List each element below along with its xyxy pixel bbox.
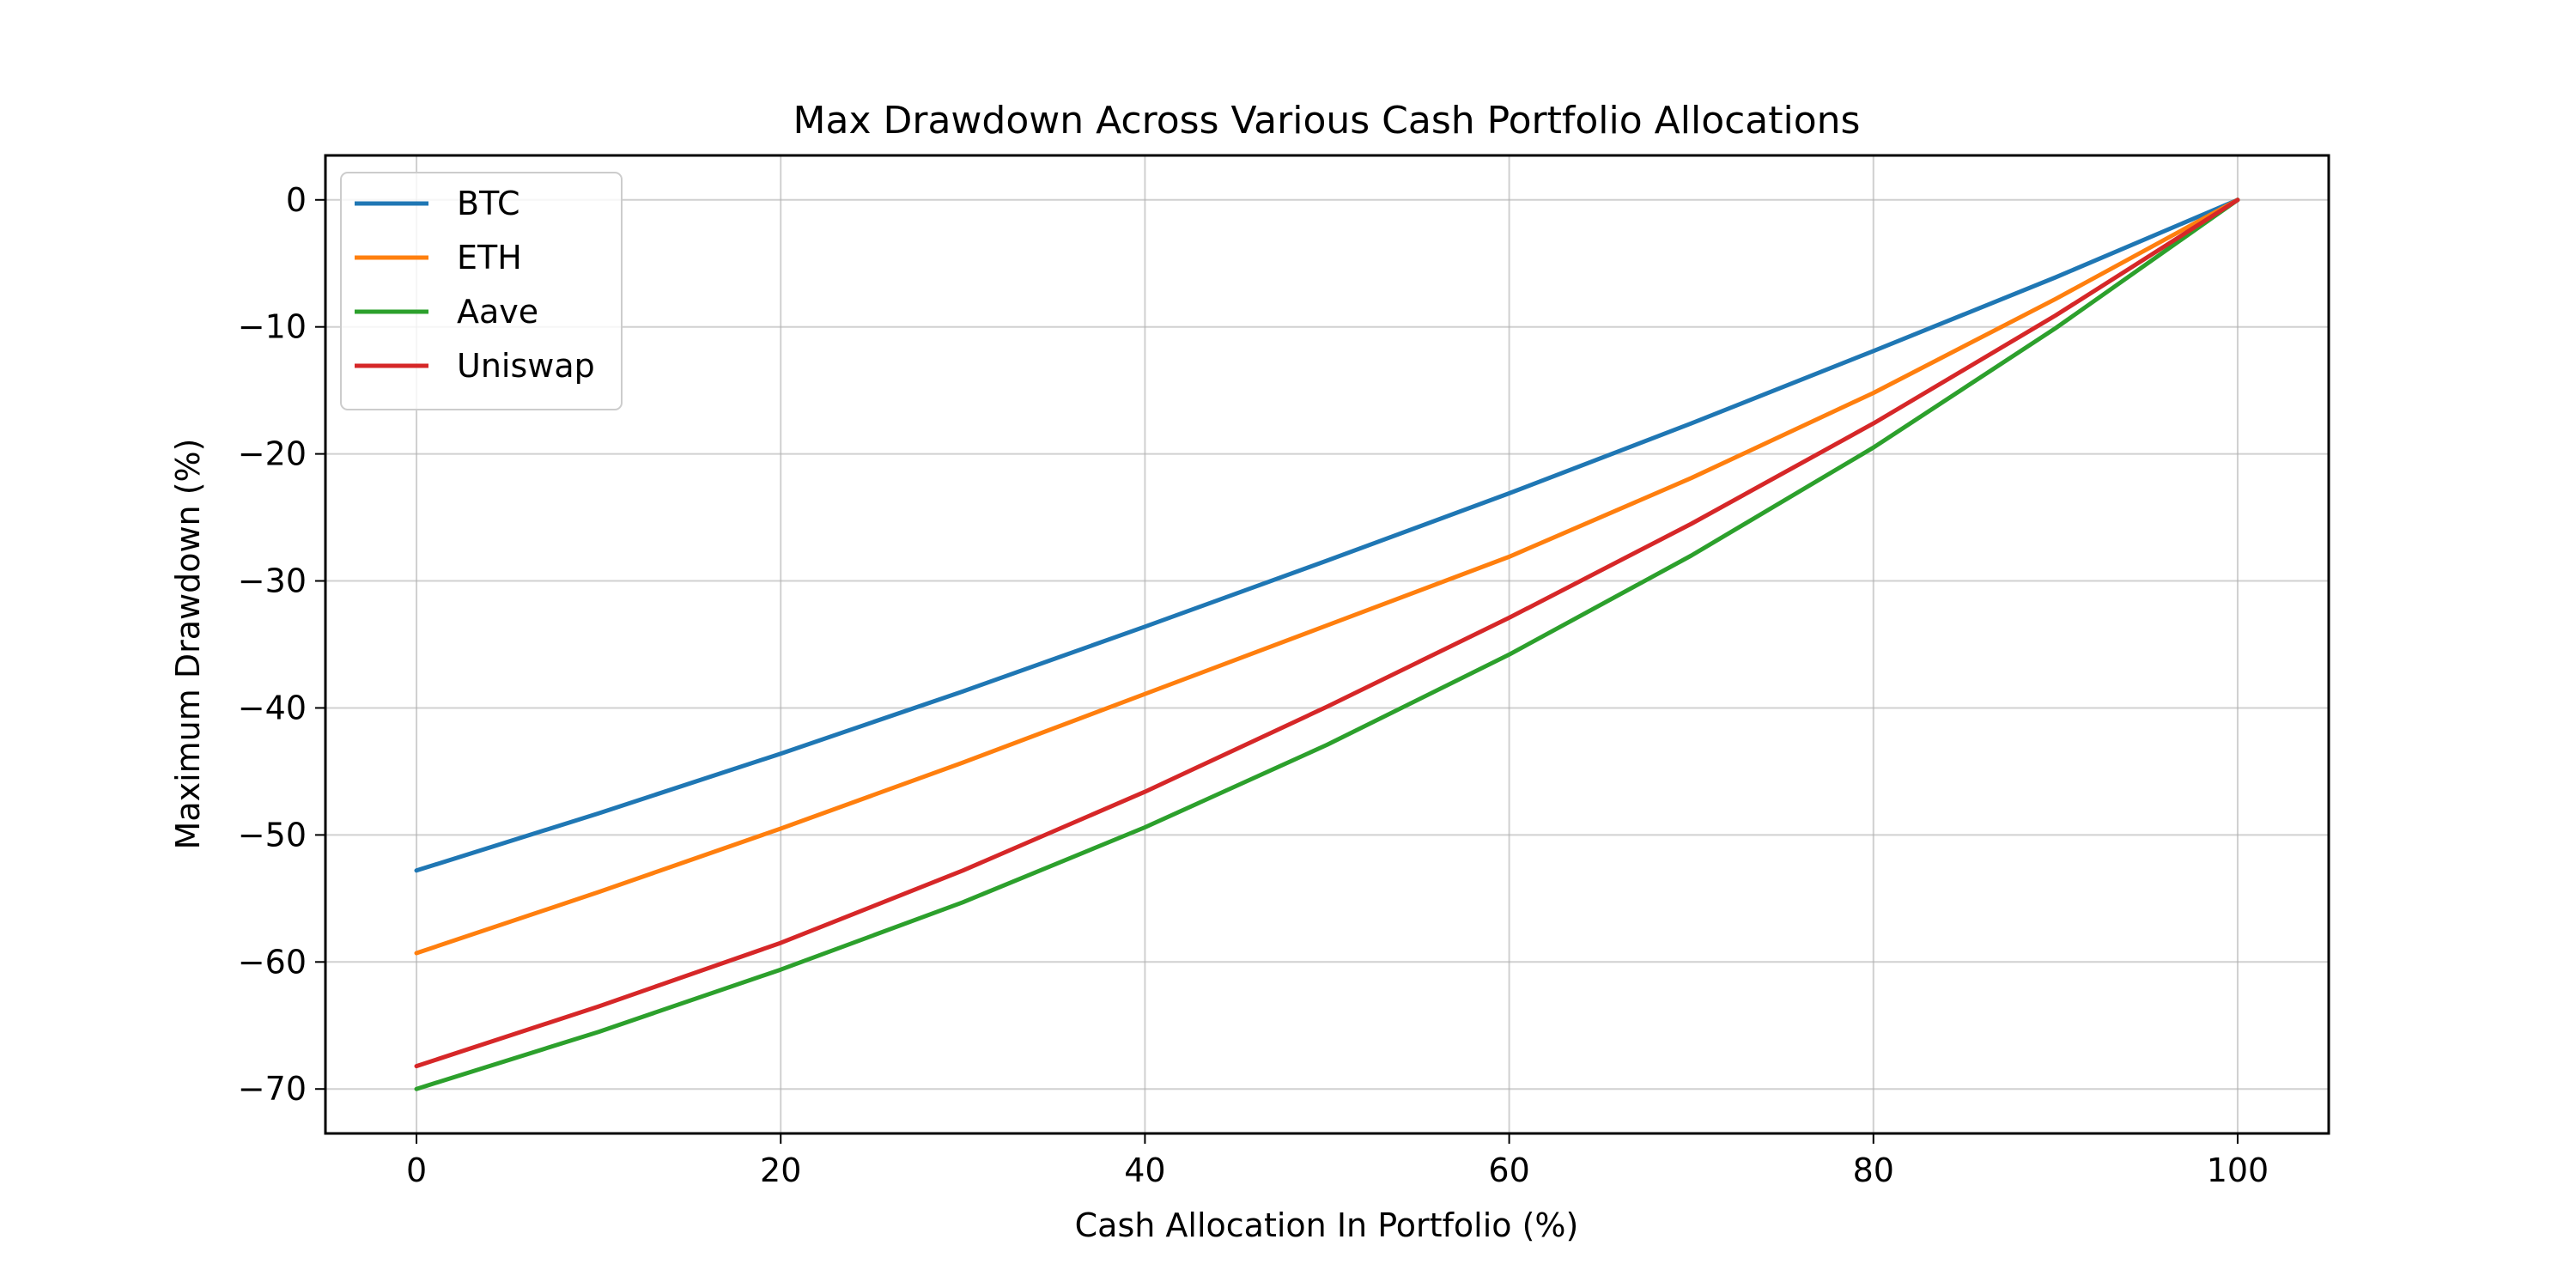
legend-label-aave: Aave bbox=[457, 293, 538, 331]
legend-frame bbox=[340, 172, 623, 410]
x-tick-label: 20 bbox=[760, 1151, 801, 1189]
series-layer bbox=[414, 197, 2240, 1091]
series-line-uniswap bbox=[414, 197, 2240, 1069]
y-tick-label: −10 bbox=[238, 308, 307, 346]
axes-frame bbox=[324, 154, 2330, 1135]
x-tick-label: 40 bbox=[1124, 1151, 1165, 1189]
y-tick-label: 0 bbox=[286, 181, 307, 219]
x-tick-label: 100 bbox=[2207, 1151, 2269, 1189]
series-line-btc bbox=[414, 197, 2240, 873]
x-tick-label: 60 bbox=[1488, 1151, 1529, 1189]
y-tick-label: −50 bbox=[238, 816, 307, 854]
x-axis-label: Cash Allocation In Portfolio (%) bbox=[1075, 1206, 1579, 1244]
series-line-eth bbox=[414, 197, 2240, 956]
legend: BTC ETH Aave Uniswap bbox=[340, 172, 623, 410]
x-tick-label: 0 bbox=[406, 1151, 427, 1189]
legend-label-uniswap: Uniswap bbox=[457, 347, 595, 385]
y-tick-label: −20 bbox=[238, 435, 307, 473]
y-tick-label: −70 bbox=[238, 1070, 307, 1108]
y-axis-label: Maximum Drawdown (%) bbox=[169, 439, 207, 850]
legend-label-eth: ETH bbox=[457, 239, 522, 276]
ticks-layer: 0 20 40 60 80 100 0 −10 −20 −30 −40 −50 −60 −70 bbox=[238, 181, 2269, 1189]
series-line-aave bbox=[414, 197, 2240, 1091]
x-tick-label: 80 bbox=[1853, 1151, 1894, 1189]
y-tick-label: −30 bbox=[238, 562, 307, 600]
y-tick-label: −60 bbox=[238, 943, 307, 981]
chart-title: Max Drawdown Across Various Cash Portfol… bbox=[793, 99, 1861, 143]
legend-label-btc: BTC bbox=[457, 185, 520, 222]
y-tick-label: −40 bbox=[238, 689, 307, 726]
